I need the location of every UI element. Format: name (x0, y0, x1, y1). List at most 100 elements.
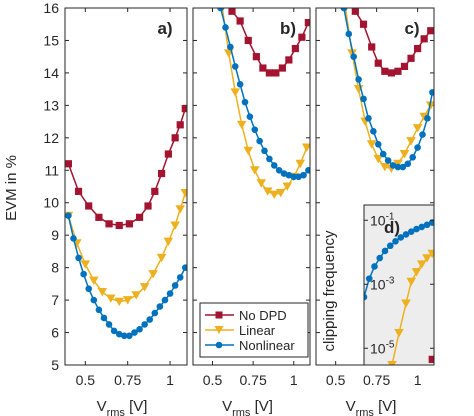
panel-a-series-nonlinear-point (121, 332, 128, 340)
panel-a-series-no-dpd-point (157, 169, 166, 178)
panel-b-series-nonlinear-point (300, 171, 307, 179)
panel-b-label: b) (280, 19, 296, 38)
panel-a-ytick-label: 6 (51, 325, 59, 341)
panel-a-ytick-label: 10 (43, 195, 59, 211)
panel-b-xtick-label: 1 (290, 372, 298, 388)
panel-c-label: c) (404, 19, 419, 38)
panel-a-series-no-dpd-point (95, 213, 103, 221)
panel-b-series-linear-point (275, 188, 286, 198)
panel-c-series-linear-point (373, 154, 384, 164)
panel-c-series-nonlinear-point (419, 131, 426, 138)
panel-c-xtick-label: 1 (414, 372, 422, 388)
panel-c-series-no-dpd-point (359, 20, 368, 28)
legend-item-nonlinear: Nonlinear (205, 338, 295, 353)
panel-b-data (217, 8, 310, 200)
panel-d-ytick-label: 10-5 (370, 339, 395, 356)
panel-d-series-linear-point (422, 254, 432, 263)
panel-c: 0.5 0.75 1 Vrms [V] c) (315, 7, 435, 416)
panel-d-series-no-dpd-point (428, 355, 434, 363)
legend-item-linear: Linear (205, 323, 276, 338)
panel-c-series-no-dpd-point (407, 54, 415, 62)
panel-a-series-nonlinear-point (70, 235, 77, 242)
panel-a-xtick-label: 0.75 (114, 372, 141, 388)
panel-a-series-no-dpd-point (164, 150, 172, 158)
panel-d-series-nonlinear-point (397, 234, 405, 241)
panel-b-frame (192, 7, 311, 366)
panel-b-series-linear-point (230, 88, 241, 97)
panel-b-series-no-dpd-point (244, 36, 252, 45)
panel-c-series-linear-point (399, 150, 410, 159)
panel-a-series-no-dpd-point (171, 134, 179, 142)
panel-a-series-nonlinear-point (95, 306, 103, 314)
panel-a-label: a) (157, 19, 172, 38)
panel-d-series-linear-point (387, 361, 397, 365)
panel-a-series-no-dpd-point (176, 121, 184, 129)
legend-label-no-dpd: No DPD (239, 308, 287, 323)
panel-c-series-no-dpd-point (414, 44, 422, 53)
panel-c-series-linear-point (347, 49, 357, 58)
panel-a-series-linear-point (97, 287, 108, 297)
panel-a-series-linear-point (180, 188, 187, 198)
panel-a-series-linear-point (131, 291, 141, 300)
panel-a-ytick-label: 13 (43, 97, 59, 113)
panel-b-series-nonlinear-point (256, 137, 263, 145)
panel-a-frame (64, 7, 188, 366)
panel-d-series-nonlinear-point (365, 275, 373, 282)
panel-c-series-nonlinear-point (360, 95, 367, 103)
panel-a-series-linear-point (148, 270, 158, 279)
panel-b-series-no-dpd-point (272, 69, 280, 77)
panel-a-series-linear-point (105, 294, 116, 303)
panel-d-series-nonlinear-point (364, 293, 368, 301)
panel-c-series-linear-point (366, 140, 377, 149)
panel-a-ytick-label: 12 (43, 130, 59, 146)
panel-a-series-linear-point (163, 237, 174, 247)
panel-a: 5 6 7 8 9 10 11 12 13 14 15 16 0.5 0.75 1 Vrms [V] a) (43, 0, 188, 416)
panel-a-ytick-label: 14 (43, 65, 59, 81)
panel-b-series-nonlinear-point (305, 166, 310, 174)
panel-a-series-nonlinear-point (65, 212, 72, 220)
panel-c-series-nonlinear-point (345, 30, 353, 38)
panel-d-series-linear-point (427, 249, 434, 259)
panel-c-series-no-dpd-point (420, 35, 428, 43)
panel-d-series-nonlinear-point (392, 238, 399, 245)
panel-b-series-no-dpd-point (285, 56, 293, 64)
panel-c-series-linear-point (406, 137, 416, 146)
panel-b-series-no-dpd-point (252, 53, 260, 61)
panel-b-series-nonlinear-point (270, 162, 278, 169)
panel-a-series-nonlinear-point (161, 296, 169, 304)
panel-d-series-linear-point (394, 329, 404, 338)
panel-a-series-no-dpd-point (65, 160, 72, 168)
panel-d-series-nonlinear-point (423, 221, 431, 229)
panel-a-ytick-label: 5 (51, 357, 59, 373)
panel-a-series-no-dpd-point (135, 213, 144, 221)
panel-c-series-no-dpd-point (394, 67, 402, 75)
panel-b-series-no-dpd-point (236, 17, 244, 25)
panel-b-series-nonlinear-point (290, 173, 298, 181)
panel-b-x-axis-title: Vrms [V] (222, 398, 273, 416)
panel-a-series-no-dpd-point (85, 202, 93, 210)
panel-b-series-nonlinear-point (246, 113, 254, 121)
legend-label-linear: Linear (239, 323, 276, 338)
panel-d-frame (363, 204, 435, 366)
panel-a-series-linear-point (175, 205, 186, 214)
panel-a-series-no-dpd-point (74, 187, 83, 195)
panel-a-series-nonlinear-point (171, 282, 179, 289)
panel-b-series-linear-point (243, 146, 254, 156)
panel-a-series-nonlinear-point (85, 285, 93, 293)
panel-d-y-axis-title: clipping frequency (321, 230, 338, 351)
panel-d-series-nonlinear-point (418, 223, 426, 231)
panel-b-series-linear-point (282, 182, 293, 191)
panel-a-series-linear-line (67, 192, 187, 303)
panel-d-series-nonlinear-point (371, 263, 378, 270)
panel-d-series-nonlinear-point (413, 225, 420, 233)
panel-d-series-linear-point (411, 268, 422, 277)
panel-a-data (65, 105, 187, 340)
panel-c-series-nonlinear-point (399, 163, 407, 171)
panel-a-series-nonlinear-point (105, 321, 113, 328)
panel-d-series-nonlinear-point (386, 242, 394, 250)
panel-c-series-nonlinear-point (365, 115, 372, 122)
panel-b-series-nonlinear-point (261, 147, 268, 155)
panel-b-series-linear-point (236, 120, 247, 130)
panel-a-series-nonlinear-point (146, 316, 154, 323)
panel-a-ytick-label: 9 (51, 227, 59, 243)
